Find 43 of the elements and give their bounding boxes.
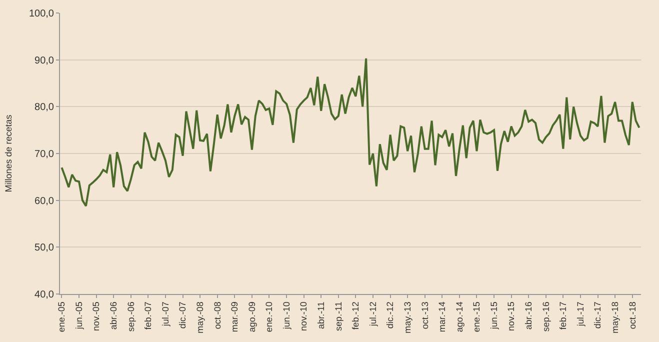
x-tick-label: jun.-05	[74, 302, 84, 330]
y-tick-label: 40,0	[34, 290, 54, 300]
x-tick-label: feb.-12	[350, 302, 361, 330]
x-tick-label: feb.-07	[143, 302, 154, 330]
x-tick-label: jun.-10	[281, 302, 292, 330]
x-tick-label: dic.-07	[178, 302, 188, 329]
x-tick-label: ene.-15	[472, 302, 482, 332]
x-tick-label: ene.-05	[56, 302, 67, 332]
x-tick-label: may.-13	[402, 302, 412, 334]
y-axis-title: Millones de recetas	[3, 114, 14, 192]
x-tick-label: mar.-14	[437, 302, 448, 332]
x-tick-label: feb.-17	[558, 302, 568, 330]
x-tick-label: nov.-15	[506, 302, 516, 331]
y-tick-label: 70,0	[34, 149, 54, 160]
y-tick-label: 60,0	[34, 196, 54, 207]
x-tick-label: abr.-06	[108, 302, 119, 330]
x-tick-label: jul.-07	[160, 302, 170, 328]
x-tick-label: nov.-05	[91, 302, 102, 331]
x-tick-label: jun.-15	[488, 302, 499, 330]
x-tick-label: ago.-09	[246, 302, 257, 332]
x-tick-label: oct.-18	[627, 302, 638, 330]
x-tick-label: sep.-16	[540, 302, 551, 332]
x-tick-label: may.-08	[194, 302, 205, 334]
line-series	[60, 57, 640, 207]
x-tick-label: may.-18	[610, 302, 620, 334]
x-tick-label: abr.-16	[524, 302, 534, 330]
y-tick-label: 80,0	[34, 102, 54, 114]
x-tick-label: oct.-13	[420, 302, 430, 330]
x-tick-label: ago.-14	[454, 302, 464, 332]
x-tick-label: jul.-12	[368, 302, 378, 328]
x-tick-label: dic.-17	[592, 302, 603, 329]
y-tick-label: 100,0	[28, 8, 54, 20]
x-tick-label: abr.-11	[316, 302, 326, 329]
y-tick-label: 50,0	[34, 242, 54, 254]
x-tick-label: ene.-10	[264, 302, 274, 332]
x-tick-label: dic.-12	[385, 302, 396, 329]
x-tick-label: oct.-08	[212, 302, 222, 330]
y-tick-label: 90,0	[34, 55, 54, 66]
x-tick-label: sep.-06	[126, 302, 136, 332]
x-tick-label: nov.-10	[298, 302, 309, 331]
x-tick-label: sep.-11	[333, 302, 344, 331]
x-tick-label: mar.-09	[230, 302, 240, 332]
x-tick-label: jul.-17	[575, 302, 586, 328]
